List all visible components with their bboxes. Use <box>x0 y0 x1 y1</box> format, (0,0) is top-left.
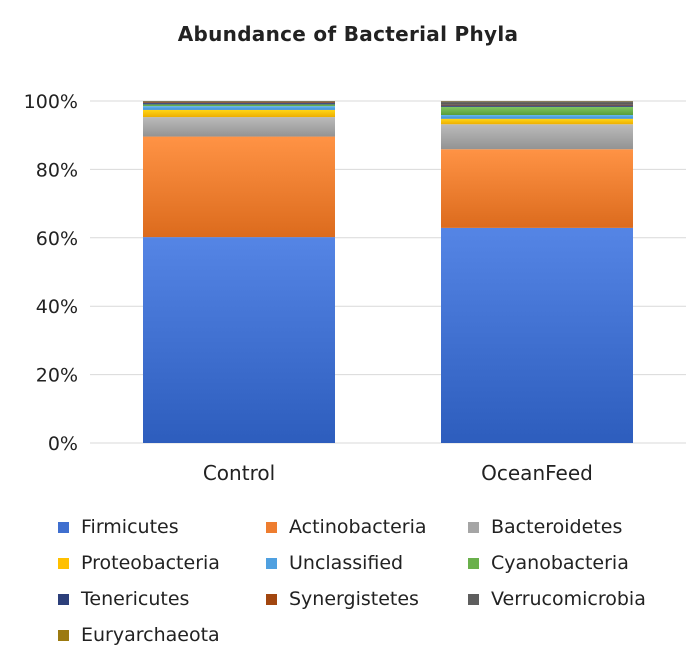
legend-item: Synergistetes <box>266 588 419 610</box>
y-tick-label: 40% <box>36 296 78 318</box>
bar-segment-tenericutes-control <box>143 103 335 105</box>
legend-label: Bacteroidetes <box>491 516 623 538</box>
legend-label: Synergistetes <box>289 588 419 610</box>
legend-label: Firmicutes <box>81 516 179 538</box>
bar-segment-cyanobacteria-control <box>143 104 335 107</box>
legend-label: Euryarchaeota <box>81 624 220 646</box>
bar-segment-synergistetes-oceanfeed <box>441 104 633 106</box>
legend-item: Verrucomicrobia <box>468 588 646 610</box>
legend-item: Cyanobacteria <box>468 552 629 574</box>
bar-segment-verrucomicrobia-control <box>143 101 335 103</box>
legend-swatch <box>266 593 277 605</box>
bar-segment-bacteroidetes-control <box>143 117 335 137</box>
legend-item: Euryarchaeota <box>58 624 220 646</box>
legend-label: Cyanobacteria <box>491 552 629 574</box>
legend-swatch <box>266 557 277 569</box>
bar-segment-tenericutes-oceanfeed <box>441 105 633 107</box>
legend-item: Unclassified <box>266 552 403 574</box>
y-tick-label: 100% <box>24 91 78 113</box>
legend-item: Bacteroidetes <box>468 516 622 538</box>
bar-segment-bacteroidetes-oceanfeed <box>441 124 633 150</box>
bar-segment-proteobacteria-control <box>143 109 335 118</box>
legend-label: Unclassified <box>289 552 404 574</box>
bar-segment-actinobacteria-control <box>143 136 335 238</box>
legend-label: Tenericutes <box>81 588 190 610</box>
legend-label: Proteobacteria <box>81 552 220 574</box>
legend-swatch <box>58 521 69 533</box>
legend-swatch <box>58 557 69 569</box>
y-tick-label: 20% <box>36 365 78 387</box>
y-tick-label: 60% <box>36 228 78 250</box>
legend-swatch <box>468 557 479 569</box>
bar-segment-firmicutes-oceanfeed <box>441 227 633 443</box>
y-tick-label: 80% <box>36 159 78 181</box>
legend-swatch <box>58 629 69 641</box>
legend-swatch <box>266 521 277 533</box>
legend-item: Proteobacteria <box>58 552 220 574</box>
legend-label: Actinobacteria <box>289 516 427 538</box>
bar-segment-unclassified-oceanfeed <box>441 115 633 119</box>
legend-label: Verrucomicrobia <box>491 588 646 610</box>
bar-segment-proteobacteria-oceanfeed <box>441 118 633 125</box>
legend-swatch <box>58 593 69 605</box>
bar-segment-unclassified-control <box>143 106 335 110</box>
legend-item: Actinobacteria <box>266 516 427 538</box>
legend-swatch <box>468 593 479 605</box>
y-tick-label: 0% <box>48 433 78 455</box>
bar-segment-synergistetes-control <box>143 102 335 104</box>
legend-swatch <box>468 521 479 533</box>
x-tick-label: Control <box>203 461 275 485</box>
bar-segment-verrucomicrobia-oceanfeed <box>441 101 633 105</box>
legend-item: Firmicutes <box>58 516 179 538</box>
chart-title: Abundance of Bacterial Phyla <box>177 22 519 46</box>
bar-segment-firmicutes-control <box>143 237 335 443</box>
legend-item: Tenericutes <box>58 588 189 610</box>
bar-segment-cyanobacteria-oceanfeed <box>441 106 633 116</box>
x-tick-label: OceanFeed <box>481 461 593 485</box>
bar-segment-actinobacteria-oceanfeed <box>441 149 633 228</box>
